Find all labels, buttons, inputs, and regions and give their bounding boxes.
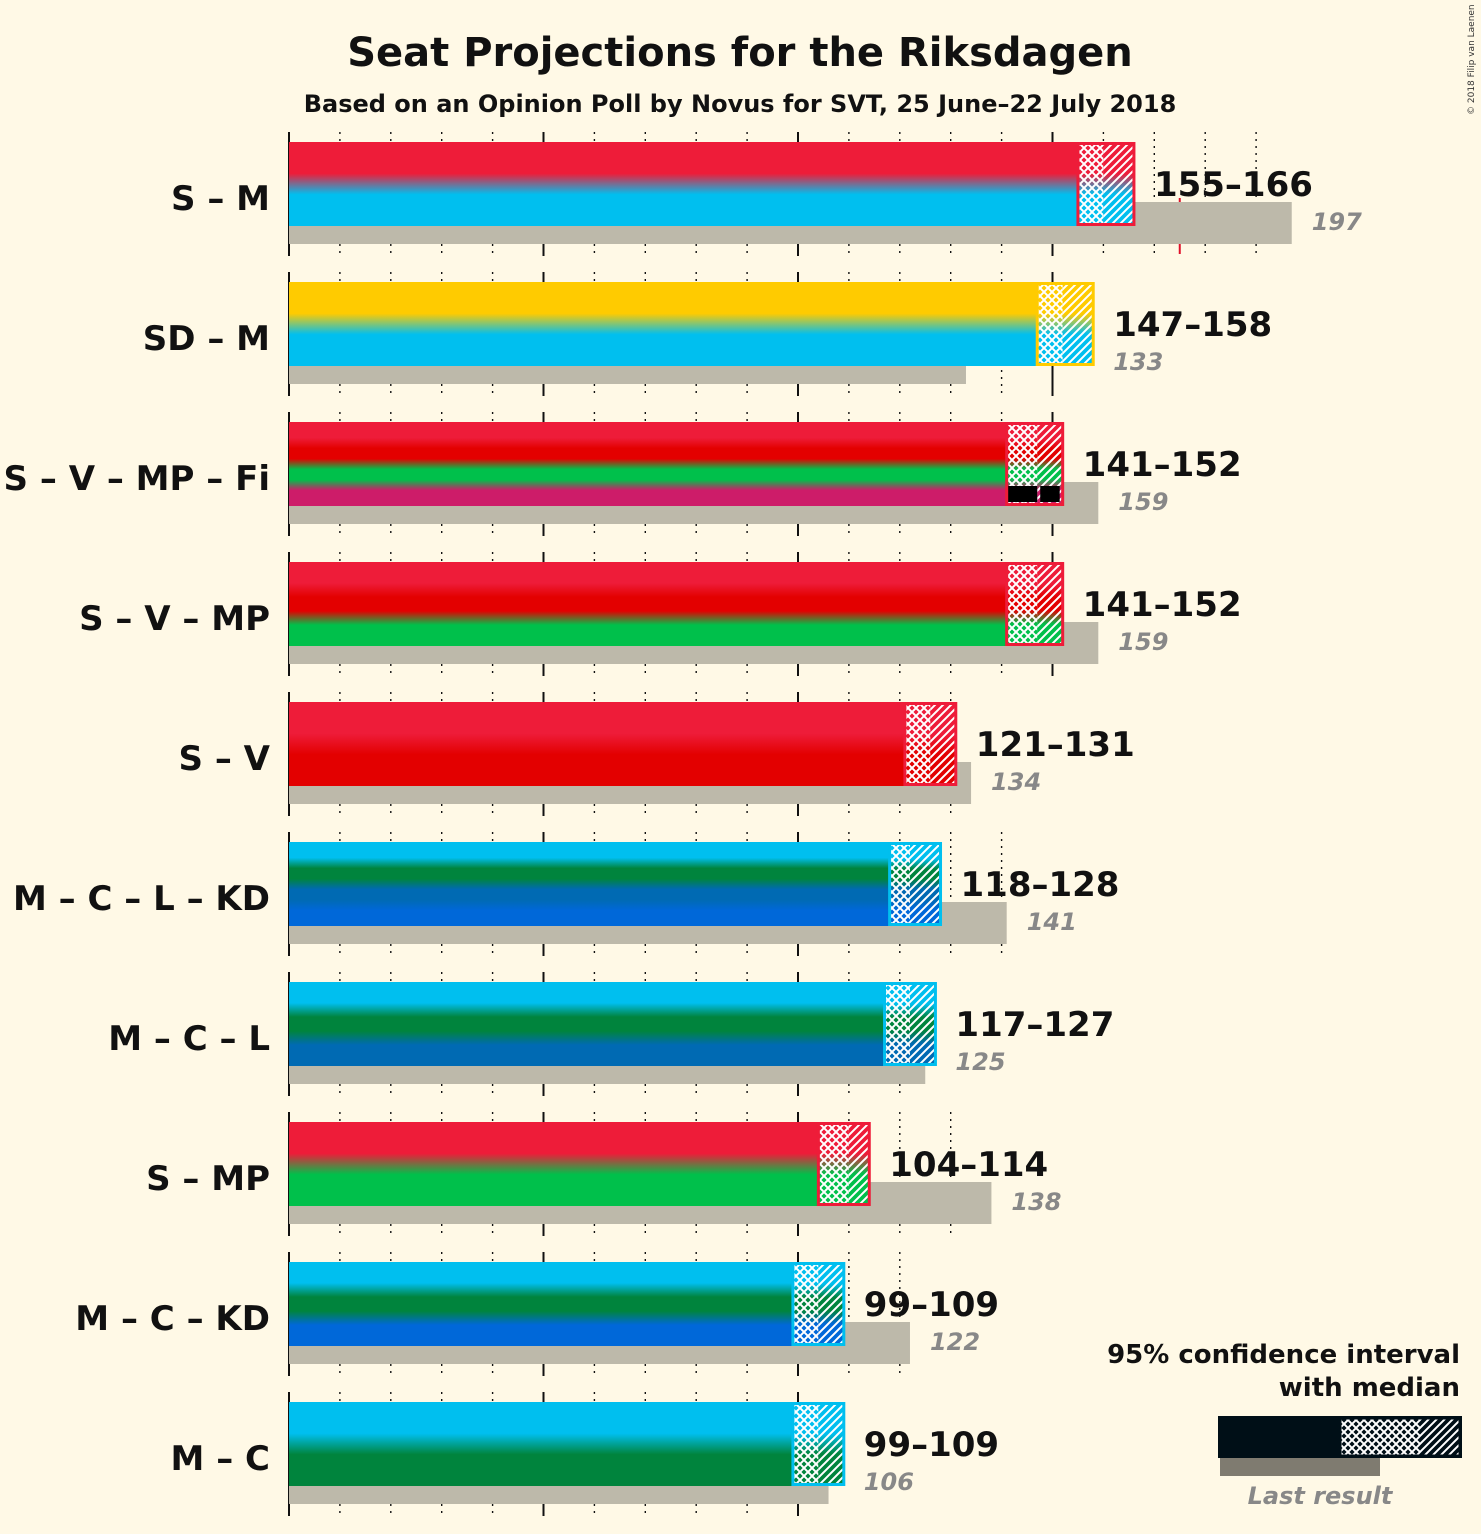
projection-bar [289, 422, 1007, 506]
ci-lower-hatch [792, 1404, 819, 1484]
coalition-row: S – M 155–166 197 [171, 142, 1362, 244]
last-result-label: 159 [1118, 628, 1168, 656]
seat-range-label: 118–128 [961, 865, 1120, 905]
last-result-label: 141 [1027, 908, 1077, 936]
ci-dark-strip [1040, 486, 1060, 502]
last-result-label: 159 [1118, 488, 1168, 516]
ci-outline [888, 842, 943, 926]
ci-outline [791, 1262, 846, 1346]
seat-range-label: 141–152 [1083, 585, 1242, 625]
coalition-label: M – C – KD [75, 1299, 270, 1339]
last-result-label: 125 [955, 1048, 1005, 1076]
legend: 95% confidence interval with median Last… [1107, 1340, 1462, 1510]
ci-lower-hatch [884, 984, 910, 1064]
ci-outline [1005, 562, 1065, 646]
seat-range-label: 147–158 [1113, 305, 1272, 345]
ci-outline [1035, 282, 1095, 366]
seat-range-label: 104–114 [889, 1145, 1048, 1185]
coalition-row: M – C – L 117–127 125 [108, 982, 1114, 1084]
projection-bar [289, 702, 905, 786]
ci-lower-hatch [1037, 284, 1063, 364]
ci-lower-hatch [792, 1264, 819, 1344]
coalition-row: S – V 121–131 134 [179, 702, 1135, 804]
projection-bar [289, 1122, 819, 1206]
ci-lower-hatch [818, 1124, 849, 1204]
coalition-row: S – V – MP – Fi 141–152 159 [4, 422, 1242, 524]
coalition-rows: S – M 155–166 197 SD – M 147–158 133 S – V – M… [4, 142, 1362, 1504]
seat-range-label: 99–109 [864, 1425, 999, 1465]
chart-title: Seat Projections for the Riksdagen [347, 30, 1133, 76]
coalition-label: S – V – MP [79, 599, 270, 639]
coalition-row: M – C 99–109 106 [171, 1402, 999, 1504]
coalition-label: S – V [179, 739, 271, 779]
last-result-label: 106 [864, 1468, 914, 1496]
seat-range-label: 121–131 [976, 725, 1135, 765]
projection-bar [289, 142, 1078, 226]
ci-upper-hatch [1037, 564, 1063, 644]
projection-bar [289, 982, 885, 1066]
ci-upper-hatch [818, 1264, 844, 1344]
ci-outline [1005, 422, 1065, 506]
coalition-label: M – C – L [108, 1019, 270, 1059]
legend-ci-low-hatch [1340, 1418, 1420, 1456]
ci-upper-hatch [1062, 284, 1094, 364]
seat-range-label: 99–109 [864, 1285, 999, 1325]
legend-title-line2: with median [1279, 1373, 1460, 1403]
coalition-label: S – V – MP – Fi [4, 459, 270, 499]
last-result-label: 133 [1113, 348, 1163, 376]
seat-range-label: 141–152 [1083, 445, 1242, 485]
ci-outline [816, 1122, 871, 1206]
ci-lower-hatch [1006, 564, 1038, 644]
chart-subtitle: Based on an Opinion Poll by Novus for SV… [304, 90, 1177, 118]
projection-bar [289, 842, 890, 926]
last-result-label: 134 [991, 768, 1041, 796]
legend-ci-outline [1338, 1416, 1462, 1458]
projection-bar [289, 1262, 793, 1346]
last-result-label: 138 [1011, 1188, 1061, 1216]
coalition-label: SD – M [143, 319, 270, 359]
ci-lower-hatch [1077, 144, 1104, 224]
ci-outline [791, 1402, 846, 1486]
projection-bar [289, 282, 1038, 366]
ci-outline [903, 702, 958, 786]
ci-lower-hatch [904, 704, 931, 784]
ci-outline [883, 982, 937, 1066]
ci-upper-hatch [1103, 144, 1134, 224]
coalition-row: M – C – KD 99–109 122 [75, 1262, 999, 1364]
ci-lower-hatch [889, 844, 910, 924]
coalition-label: M – C – L – KD [13, 879, 270, 919]
ci-upper-hatch [909, 984, 936, 1064]
legend-ci-high-hatch [1420, 1418, 1460, 1456]
coalition-row: S – V – MP 141–152 159 [79, 562, 1242, 664]
ci-upper-hatch [909, 844, 941, 924]
legend-last-result-label: Last result [1248, 1482, 1394, 1510]
ci-upper-hatch [848, 1124, 870, 1204]
coalition-label: S – MP [146, 1159, 270, 1199]
copyright-notice: © 2018 Filip van Laenen [1467, 4, 1477, 115]
coalition-label: S – M [171, 179, 270, 219]
ci-upper-hatch [930, 704, 956, 784]
ci-outline [1076, 142, 1136, 226]
seat-range-label: 155–166 [1154, 165, 1313, 205]
projection-bar [289, 562, 1007, 646]
ci-upper-hatch [818, 1404, 844, 1484]
ci-dark-strip [1006, 486, 1038, 502]
legend-title-line1: 95% confidence interval [1107, 1340, 1460, 1370]
coalition-row: SD – M 147–158 133 [143, 282, 1272, 384]
coalition-label: M – C [171, 1439, 270, 1479]
seat-range-label: 117–127 [955, 1005, 1114, 1045]
coalition-row: M – C – L – KD 118–128 141 [13, 842, 1120, 944]
projection-bar [289, 1402, 793, 1486]
last-result-label: 122 [930, 1328, 980, 1356]
coalition-row: S – MP 104–114 138 [146, 1122, 1062, 1224]
last-result-label: 197 [1312, 208, 1362, 236]
legend-last-result-bar [1220, 1456, 1380, 1476]
